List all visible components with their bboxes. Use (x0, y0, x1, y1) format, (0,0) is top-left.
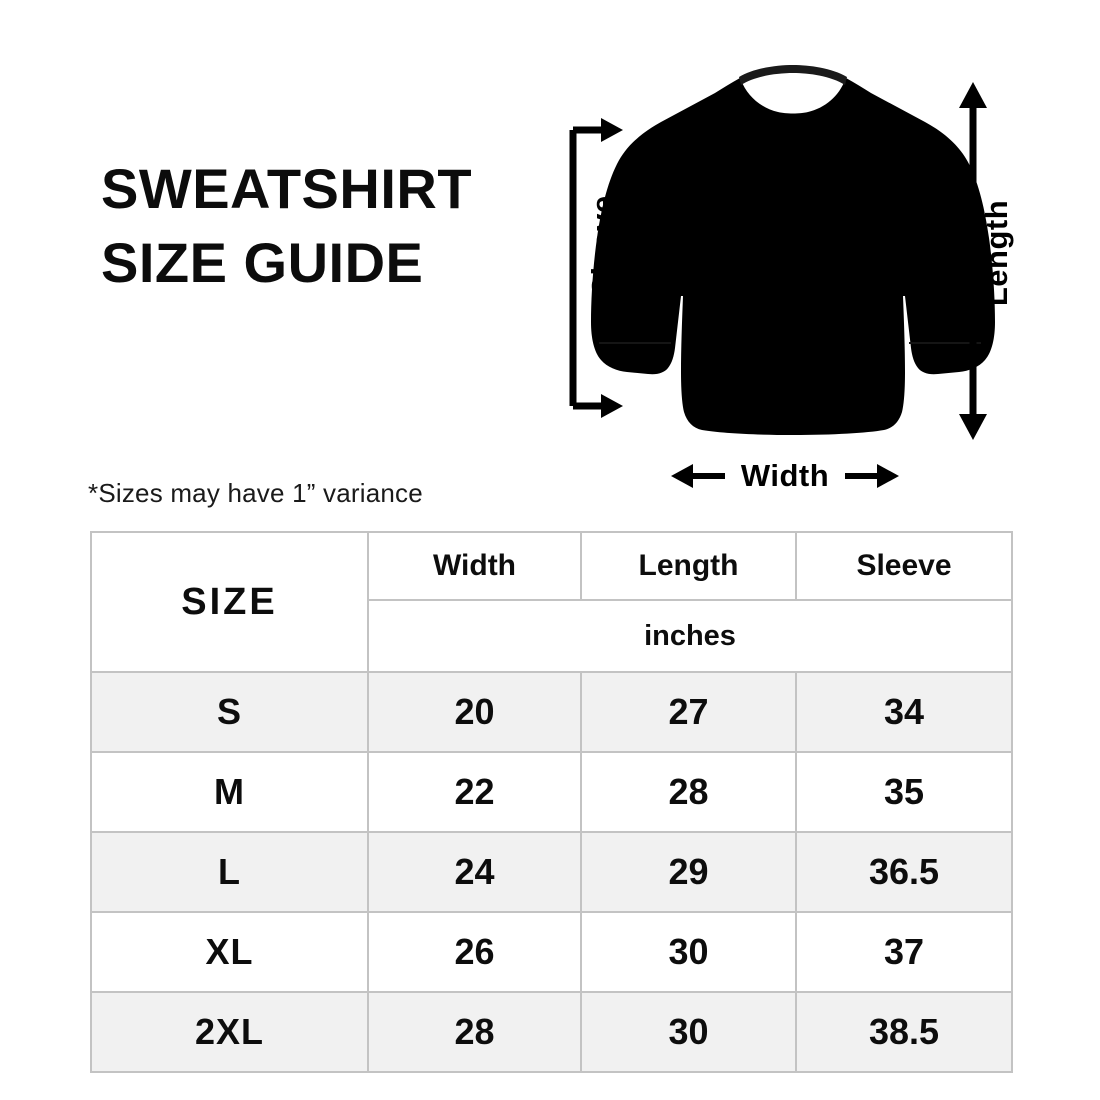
cell-size: L (90, 831, 369, 913)
sweatshirt-illustration: Sleeve Length Width (555, 60, 1025, 510)
width-measure-row: Width (650, 458, 920, 494)
cell-length: 30 (580, 911, 797, 993)
cell-length: 30 (580, 991, 797, 1073)
cell-width: 24 (367, 831, 582, 913)
cell-width: 28 (367, 991, 582, 1073)
cell-sleeve: 38.5 (795, 991, 1013, 1073)
sleeve-arrow-icon (569, 118, 623, 418)
header-row-columns: SIZE Width Length Sleeve (90, 531, 1013, 673)
sweatshirt-icon (591, 65, 995, 435)
header-row-units: inches (91, 599, 1013, 673)
arrow-right-icon (845, 464, 900, 488)
table-body: S 20 27 34 M 22 28 35 L 24 29 36.5 XL 26… (90, 671, 1013, 1073)
table-row: S 20 27 34 (90, 671, 1013, 753)
cell-sleeve: 36.5 (795, 831, 1013, 913)
cell-length: 29 (580, 831, 797, 913)
cell-sleeve: 34 (795, 671, 1013, 753)
header-sleeve: Sleeve (795, 531, 1013, 601)
length-label: Length (979, 199, 1014, 307)
variance-note: *Sizes may have 1” variance (88, 478, 423, 508)
header-length: Length (580, 531, 797, 601)
sleeve-label: Sleeve (585, 195, 620, 297)
size-chart-table: SIZE Width Length Sleeve inches S 20 27 … (90, 531, 1013, 1073)
cell-sleeve: 37 (795, 911, 1013, 993)
cell-sleeve: 35 (795, 751, 1013, 833)
cell-width: 20 (367, 671, 582, 753)
cell-size: S (90, 671, 369, 753)
cell-length: 28 (580, 751, 797, 833)
table-row: XL 26 30 37 (90, 911, 1013, 993)
header-size: SIZE (90, 531, 369, 673)
cell-size: M (90, 751, 369, 833)
width-label: Width (740, 458, 830, 493)
cell-width: 26 (367, 911, 582, 993)
page-title: SWEATSHIRT SIZE GUIDE (101, 157, 473, 295)
table-row: M 22 28 35 (90, 751, 1013, 833)
cell-size: XL (90, 911, 369, 993)
table-header: SIZE Width Length Sleeve inches (90, 531, 1013, 673)
cell-length: 27 (580, 671, 797, 753)
header-units: inches (367, 599, 1013, 673)
table-row: L 24 29 36.5 (90, 831, 1013, 913)
cell-width: 22 (367, 751, 582, 833)
arrow-left-icon (670, 464, 725, 488)
length-arrow-icon (959, 82, 987, 440)
table-row: 2XL 28 30 38.5 (90, 991, 1013, 1073)
header-width: Width (367, 531, 582, 601)
cell-size: 2XL (90, 991, 369, 1073)
